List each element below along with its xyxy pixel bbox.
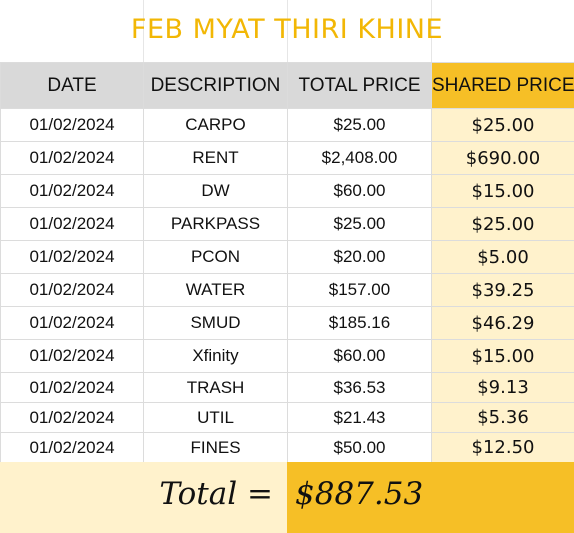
total-price-cell[interactable]: $25.00	[287, 207, 432, 241]
total-price-cell[interactable]: $2,408.00	[287, 141, 432, 175]
total-price-cell[interactable]: $21.43	[287, 402, 432, 433]
column-header-total-price[interactable]: TOTAL PRICE	[287, 62, 432, 109]
table-row: 01/02/2024 SMUD $185.16 $46.29	[0, 306, 574, 340]
table-row: 01/02/2024 DW $60.00 $15.00	[0, 174, 574, 208]
description-cell[interactable]: UTIL	[143, 402, 288, 433]
total-price-cell[interactable]: $25.00	[287, 108, 432, 142]
description-cell[interactable]: FINES	[143, 432, 288, 463]
date-cell[interactable]: 01/02/2024	[0, 141, 144, 175]
total-price-cell[interactable]: $36.53	[287, 372, 432, 403]
date-cell[interactable]: 01/02/2024	[0, 339, 144, 373]
table-row: 01/02/2024 CARPO $25.00 $25.00	[0, 108, 574, 142]
total-price-cell[interactable]: $185.16	[287, 306, 432, 340]
table-row: 01/02/2024 PARKPASS $25.00 $25.00	[0, 207, 574, 241]
column-header-date[interactable]: DATE	[0, 62, 144, 109]
description-cell[interactable]: SMUD	[143, 306, 288, 340]
shared-price-cell[interactable]: $39.25	[431, 273, 574, 307]
date-cell[interactable]: 01/02/2024	[0, 372, 144, 403]
description-cell[interactable]: RENT	[143, 141, 288, 175]
date-cell[interactable]: 01/02/2024	[0, 402, 144, 433]
gridline	[287, 0, 288, 62]
shared-price-cell[interactable]: $15.00	[431, 339, 574, 373]
table-row: 01/02/2024 TRASH $36.53 $9.13	[0, 372, 574, 403]
table-row: 01/02/2024 UTIL $21.43 $5.36	[0, 402, 574, 433]
table-row: 01/02/2024 WATER $157.00 $39.25	[0, 273, 574, 307]
table-row: 01/02/2024 RENT $2,408.00 $690.00	[0, 141, 574, 175]
date-cell[interactable]: 01/02/2024	[0, 432, 144, 463]
shared-price-cell[interactable]: $690.00	[431, 141, 574, 175]
expense-table: DATE DESCRIPTION TOTAL PRICE SHARED PRIC…	[0, 62, 574, 463]
title-row[interactable]: FEB MYAT THIRI KHINE	[0, 0, 574, 63]
shared-price-cell[interactable]: $25.00	[431, 108, 574, 142]
column-header-shared-price[interactable]: SHARED PRICE	[431, 62, 574, 109]
total-row: Total = $887.53	[0, 462, 574, 533]
shared-price-cell[interactable]: $46.29	[431, 306, 574, 340]
total-price-cell[interactable]: $20.00	[287, 240, 432, 274]
description-cell[interactable]: PCON	[143, 240, 288, 274]
date-cell[interactable]: 01/02/2024	[0, 240, 144, 274]
total-price-cell[interactable]: $157.00	[287, 273, 432, 307]
shared-price-cell[interactable]: $9.13	[431, 372, 574, 403]
shared-price-cell[interactable]: $15.00	[431, 174, 574, 208]
shared-price-cell[interactable]: $12.50	[431, 432, 574, 463]
total-price-cell[interactable]: $60.00	[287, 339, 432, 373]
total-label-cell[interactable]: Total =	[0, 462, 287, 533]
description-cell[interactable]: TRASH	[143, 372, 288, 403]
total-value: $887.53	[295, 476, 424, 512]
total-value-cell[interactable]: $887.53	[287, 462, 574, 533]
description-cell[interactable]: CARPO	[143, 108, 288, 142]
total-price-cell[interactable]: $50.00	[287, 432, 432, 463]
date-cell[interactable]: 01/02/2024	[0, 306, 144, 340]
sheet-title: FEB MYAT THIRI KHINE	[130, 14, 444, 45]
shared-price-cell[interactable]: $5.36	[431, 402, 574, 433]
date-cell[interactable]: 01/02/2024	[0, 273, 144, 307]
table-row: 01/02/2024 Xfinity $60.00 $15.00	[0, 339, 574, 373]
date-cell[interactable]: 01/02/2024	[0, 108, 144, 142]
description-cell[interactable]: Xfinity	[143, 339, 288, 373]
shared-price-cell[interactable]: $25.00	[431, 207, 574, 241]
header-row: DATE DESCRIPTION TOTAL PRICE SHARED PRIC…	[0, 62, 574, 109]
table-row: 01/02/2024 FINES $50.00 $12.50	[0, 432, 574, 463]
gridline	[431, 0, 432, 62]
date-cell[interactable]: 01/02/2024	[0, 207, 144, 241]
gridline	[143, 0, 144, 62]
column-header-description[interactable]: DESCRIPTION	[143, 62, 288, 109]
total-label: Total =	[159, 476, 273, 512]
description-cell[interactable]: DW	[143, 174, 288, 208]
description-cell[interactable]: PARKPASS	[143, 207, 288, 241]
table-row: 01/02/2024 PCON $20.00 $5.00	[0, 240, 574, 274]
shared-price-cell[interactable]: $5.00	[431, 240, 574, 274]
total-price-cell[interactable]: $60.00	[287, 174, 432, 208]
description-cell[interactable]: WATER	[143, 273, 288, 307]
date-cell[interactable]: 01/02/2024	[0, 174, 144, 208]
